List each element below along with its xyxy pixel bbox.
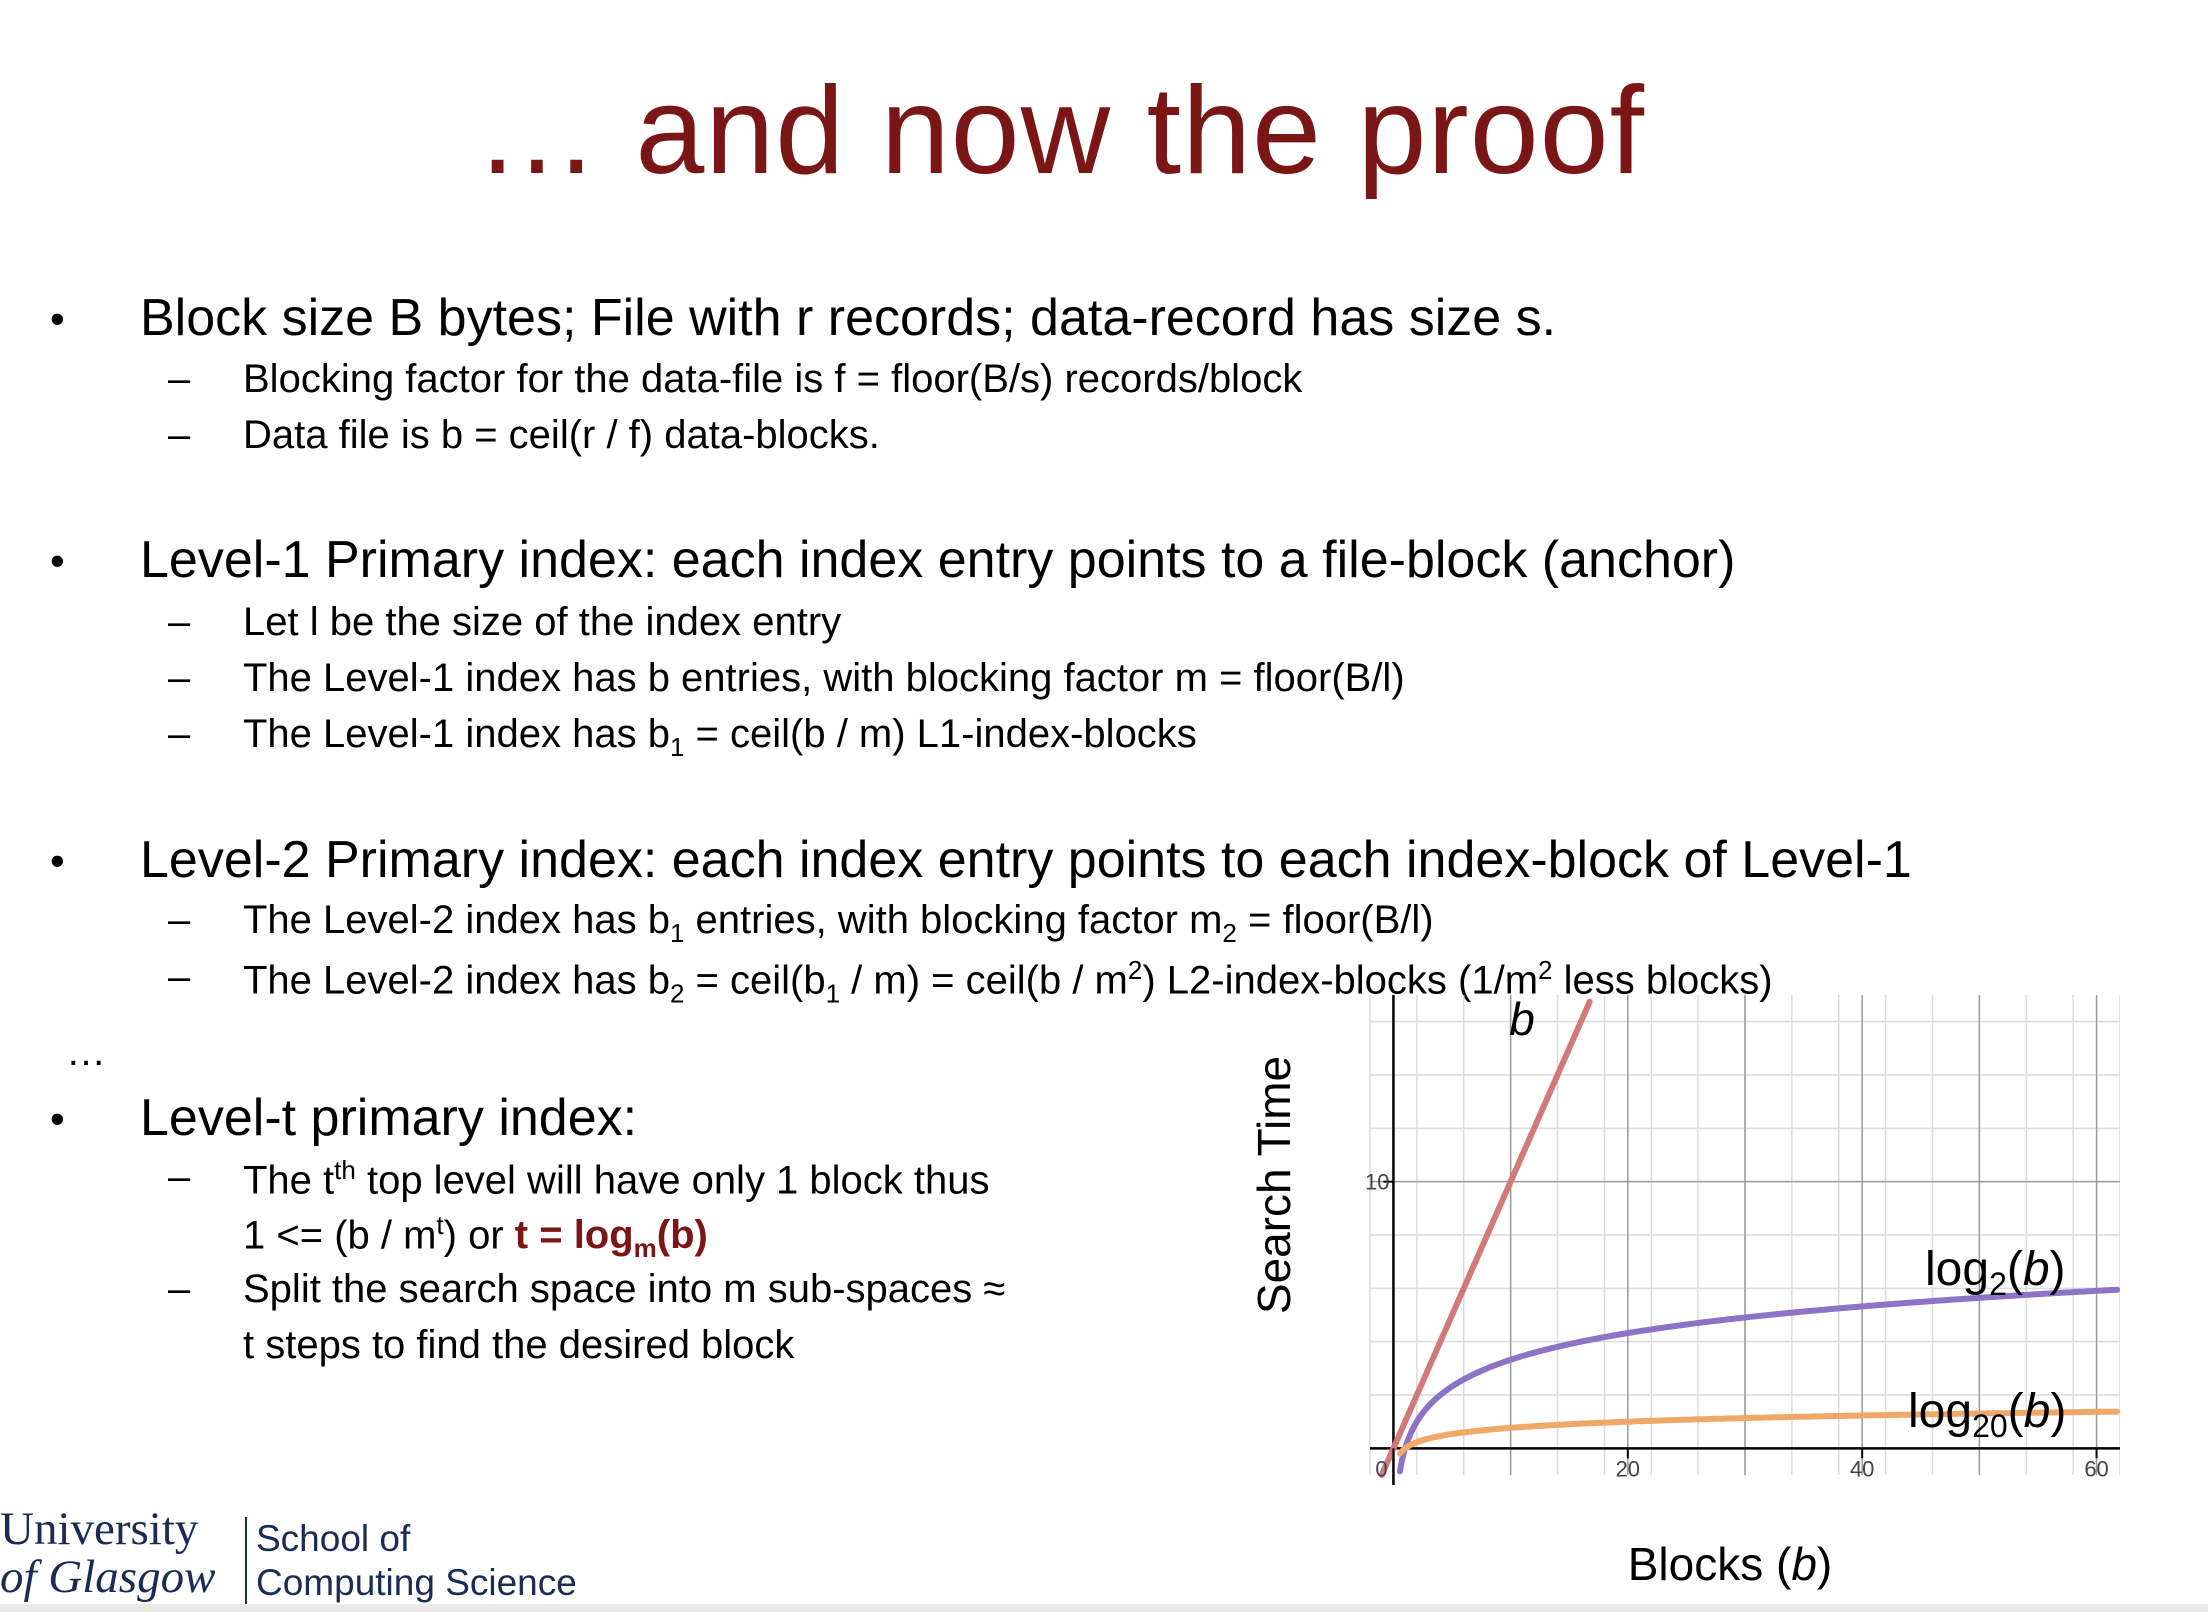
series-line-log2 [1396, 1286, 2120, 1475]
bullet-icon: • [50, 295, 65, 342]
university-logo: University of Glasgow School of Computin… [0, 1505, 620, 1610]
bullet-1-sub-2: Data file is b = ceil(r / f) data-blocks… [243, 413, 880, 457]
logo-school-name: School of Computing Science [256, 1518, 577, 1603]
x-tick-label: 40 [1850, 1456, 1874, 1481]
slide-title: … and now the proof [474, 62, 1646, 200]
bullet-2-sub-3: The Level-1 index has b1 = ceil(b / m) L… [243, 712, 1197, 762]
dash-icon: – [168, 1267, 191, 1311]
series [1378, 998, 2120, 1478]
footer-band [0, 1604, 2208, 1612]
search-time-chart: 0 20 40 60 10 Search Time Blocks (b) b log2(… [1248, 995, 2120, 1590]
x-tick-label: 20 [1616, 1456, 1640, 1481]
bullet-4-sub-1: The tth top level will have only 1 block… [243, 1155, 990, 1203]
series-line-log20 [1396, 1408, 2120, 1457]
series-label-log20: log20(b) [1908, 1385, 2066, 1444]
ellipsis: … [66, 1030, 108, 1074]
bullet-icon: • [50, 1095, 65, 1142]
logo-university-name: University of Glasgow [0, 1503, 216, 1603]
series-label-b: b [1509, 995, 1535, 1045]
bullet-4-text: Level-t primary index: [140, 1089, 638, 1147]
series-line-linear [1378, 998, 1593, 1478]
dash-icon: – [168, 413, 191, 457]
bullet-2-sub-1: Let l be the size of the index entry [243, 600, 842, 644]
dash-icon: – [168, 357, 191, 401]
bullet-3-sub-1: The Level-2 index has b1 entries, with b… [243, 898, 1434, 948]
logo-divider [245, 1517, 247, 1605]
bullet-icon: • [50, 537, 65, 584]
ticks: 0 20 40 60 10 [1365, 1170, 2109, 1482]
x-tick-label: 60 [2084, 1456, 2108, 1481]
y-axis-label: Search Time [1248, 1056, 1300, 1314]
series-label-log2: log2(b) [1925, 1243, 2066, 1302]
bullet-1-sub-1: Blocking factor for the data-file is f =… [243, 357, 1303, 401]
bullet-3-text: Level-2 Primary index: each index entry … [140, 831, 1912, 889]
dash-icon: – [168, 898, 191, 942]
x-tick-label: 0 [1375, 1456, 1387, 1481]
dash-icon: – [168, 955, 191, 999]
dash-icon: – [168, 1155, 191, 1199]
bullet-4-sub-2-cont: t steps to find the desired block [243, 1323, 795, 1367]
bullet-2-text: Level-1 Primary index: each index entry … [140, 531, 1736, 589]
bullet-icon: • [50, 837, 65, 884]
axes [1370, 995, 2120, 1485]
bullet-4-sub-1-cont: 1 <= (b / mt) or t = logm(b) [243, 1210, 708, 1264]
bullet-3-sub-2: The Level-2 index has b2 = ceil(b1 / m) … [243, 955, 1773, 1009]
dash-icon: – [168, 656, 191, 700]
x-axis-label: Blocks (b) [1628, 1538, 1833, 1590]
dash-icon: – [168, 600, 191, 644]
bullet-1-text: Block size B bytes; File with r records;… [140, 289, 1557, 347]
y-tick-label: 10 [1365, 1170, 1389, 1195]
bullet-4-sub-2: Split the search space into m sub-spaces… [243, 1267, 1006, 1311]
dash-icon: – [168, 712, 191, 756]
bullet-2-sub-2: The Level-1 index has b entries, with bl… [243, 656, 1405, 700]
